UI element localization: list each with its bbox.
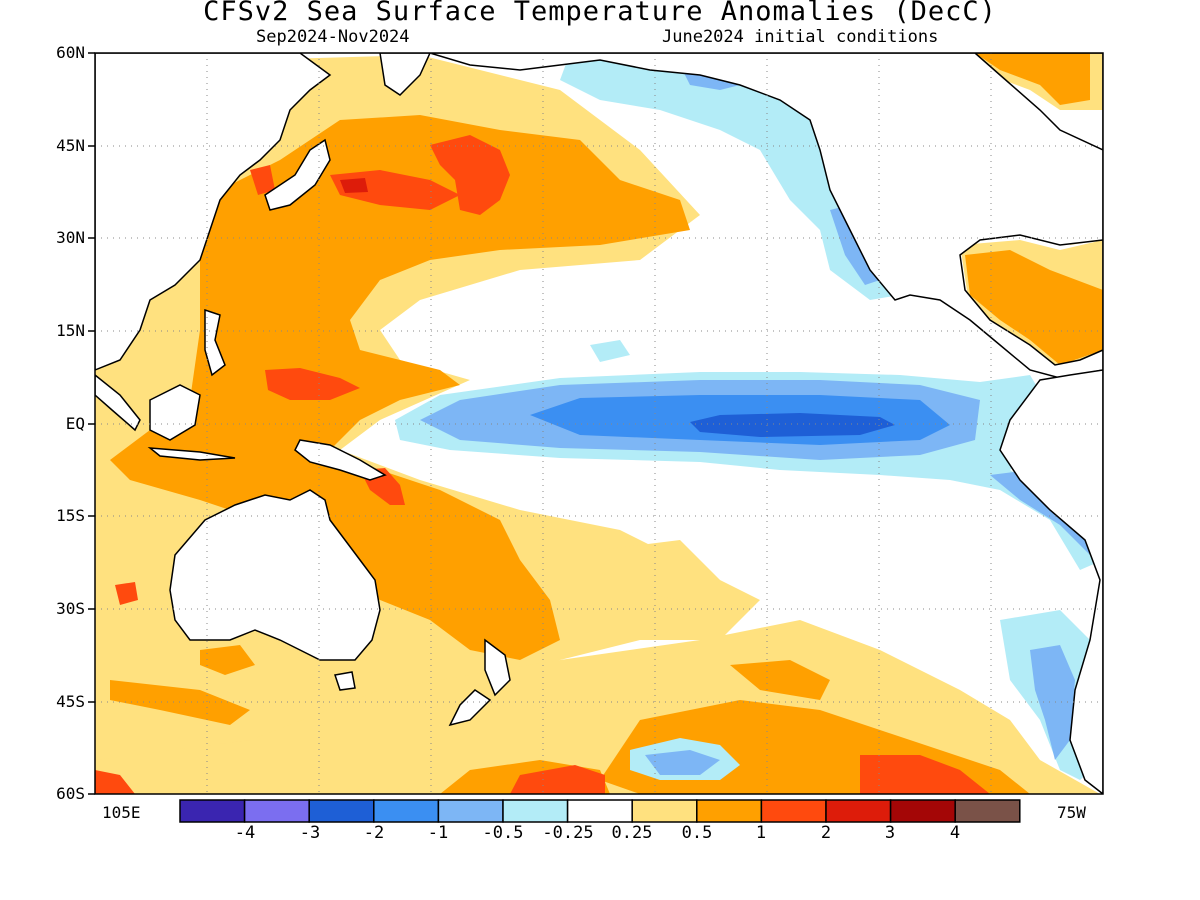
- colorbar-swatch: [696, 799, 763, 823]
- colorbar-label: -0.25: [542, 823, 594, 843]
- y-label-15s: 15S: [56, 506, 85, 525]
- initial-conditions: June2024 initial conditions: [662, 27, 939, 47]
- x-label-105e: 105E: [102, 803, 141, 822]
- anomaly-south-blue: [645, 750, 720, 775]
- colorbar-label: 0.25: [611, 823, 653, 843]
- japan-land: [264, 138, 331, 211]
- south-america-land: [999, 369, 1103, 794]
- y-ticks: [88, 52, 95, 795]
- colorbar-label: -0.5: [482, 823, 524, 843]
- colorbar-label: -1: [427, 823, 449, 843]
- java-land: [147, 447, 236, 461]
- colorbar-swatch: [502, 799, 569, 823]
- y-label-45s: 45S: [56, 692, 85, 711]
- colorbar-swatch: [631, 799, 698, 823]
- anomaly-japan-sea-red: [250, 165, 275, 195]
- australia-land: [169, 489, 381, 661]
- colorbar-label: 1: [755, 823, 767, 843]
- colorbar-label: 4: [949, 823, 961, 843]
- asia-mainland-land: [95, 53, 332, 371]
- borneo-land: [149, 384, 201, 441]
- colorbar-swatch: [760, 799, 827, 823]
- anomaly-caribbean-orange: [965, 250, 1103, 365]
- colorbar-label: 0.5: [681, 823, 713, 843]
- colorbar-swatch: [243, 799, 310, 823]
- y-label-45n: 45N: [56, 136, 85, 155]
- colorbar-swatch: [889, 799, 956, 823]
- colorbar-swatch: [954, 799, 1021, 823]
- anomaly-fields: [95, 53, 1103, 794]
- colorbar-label: -4: [234, 823, 256, 843]
- colorbar-label: 3: [884, 823, 896, 843]
- forecast-period: Sep2024-Nov2024: [256, 27, 410, 47]
- anomaly-peru-blue: [990, 470, 1100, 560]
- colorbar-label: -3: [299, 823, 321, 843]
- anomaly-tasman-red: [115, 582, 138, 605]
- y-label-60s: 60S: [56, 784, 85, 803]
- colorbar-swatch: [373, 799, 440, 823]
- y-label-eq: EQ: [65, 414, 85, 433]
- grid-lines: [95, 53, 1103, 794]
- y-label-15n: 15N: [56, 321, 85, 340]
- anomaly-philippine-red: [265, 368, 360, 400]
- anomaly-hawaii-cyan: [590, 340, 630, 362]
- north-america-land: [429, 53, 1103, 379]
- anomaly-south-mid-orange: [730, 660, 830, 700]
- anomaly-dark-red: [340, 178, 368, 193]
- tasmania-land: [334, 671, 356, 691]
- colorbar-swatch: [437, 799, 504, 823]
- y-label-30s: 30S: [56, 599, 85, 618]
- colorbar-label: 2: [820, 823, 832, 843]
- sumatra-land: [95, 374, 141, 432]
- y-label-60n: 60N: [56, 43, 85, 62]
- x-label-75w: 75W: [1057, 803, 1086, 822]
- colorbar-swatch: [179, 799, 246, 823]
- colorbar-label: -2: [363, 823, 385, 843]
- new-guinea-land: [294, 439, 387, 481]
- anomaly-south-red-2: [510, 765, 605, 794]
- anomaly-warm-west-pacific-orange: [110, 115, 690, 660]
- new-zealand-south-land: [448, 689, 492, 727]
- anomaly-southeast-light: [600, 540, 720, 600]
- anomaly-cold-tongue-core: [690, 413, 895, 437]
- philippines-land: [204, 308, 226, 377]
- new-zealand-north-land: [484, 638, 511, 697]
- colorbar-swatch: [308, 799, 375, 823]
- land-masses: [95, 53, 1103, 794]
- y-label-30n: 30N: [56, 228, 85, 247]
- anomaly-npac-red: [430, 135, 510, 215]
- colorbar-swatch: [825, 799, 892, 823]
- kamchatka-land: [379, 53, 431, 96]
- anomaly-bight-orange: [200, 645, 255, 675]
- anomaly-southwest-red: [95, 770, 135, 794]
- anomaly-nw-atlantic-orange: [975, 53, 1090, 105]
- anomaly-chile-blue: [1030, 645, 1075, 760]
- colorbar-swatch: [566, 799, 633, 823]
- colorbar: [179, 799, 1021, 823]
- anomaly-south-red-1: [860, 755, 990, 794]
- map-title: CFSv2 Sea Surface Temperature Anomalies …: [203, 0, 997, 27]
